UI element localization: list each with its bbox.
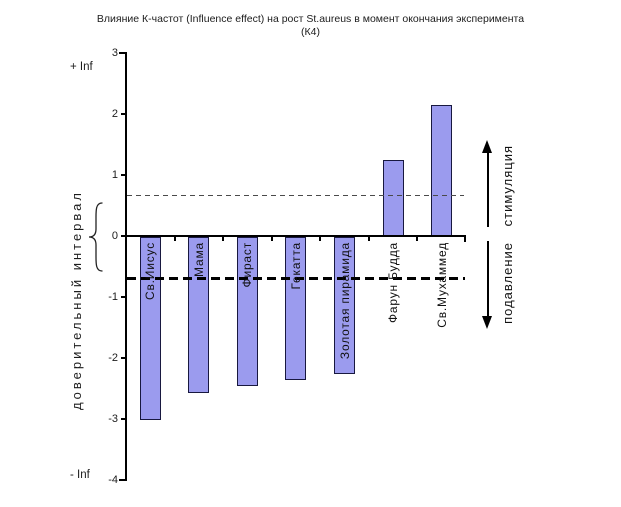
y-tick-label: -1 bbox=[108, 291, 118, 303]
y-tick-label: 3 bbox=[111, 47, 118, 59]
chart-subtitle: (К4) bbox=[301, 26, 320, 38]
bar-label: Св.Мухаммед bbox=[434, 242, 449, 328]
y-tick-label: -2 bbox=[108, 352, 118, 364]
suppression-arrow-down-icon bbox=[482, 316, 492, 329]
suppression-label: подавление bbox=[500, 242, 515, 324]
reference-line-upper bbox=[127, 194, 464, 196]
chart-title: Влияние К-частот (Influence effect) на р… bbox=[96, 13, 525, 25]
y-tick bbox=[119, 479, 126, 481]
y-tick bbox=[121, 418, 126, 420]
bar-label: Фираст bbox=[240, 242, 255, 288]
suppression-arrow-shaft bbox=[487, 241, 489, 317]
y-tick-label: -4 bbox=[108, 474, 118, 486]
bar-label: Золотая пирамида bbox=[337, 242, 352, 360]
reference-line-lower bbox=[127, 277, 465, 281]
bar-label: Мама bbox=[191, 242, 206, 277]
bar-1 bbox=[139, 237, 161, 420]
x-tick bbox=[367, 237, 370, 241]
stimulation-label: стимуляция bbox=[500, 145, 515, 227]
y-tick bbox=[121, 357, 126, 359]
y-tick bbox=[121, 235, 126, 237]
x-tick bbox=[319, 237, 322, 241]
bar-3 bbox=[236, 237, 258, 387]
bar-label: Гекатта bbox=[288, 242, 303, 290]
bar-5 bbox=[334, 237, 356, 375]
y-tick-label: -3 bbox=[108, 413, 118, 425]
bar-label: Фарун Будда bbox=[386, 242, 401, 323]
stimulation-arrow-shaft bbox=[487, 151, 489, 227]
x-axis-end-tick bbox=[464, 237, 466, 242]
y-tick bbox=[121, 296, 126, 298]
y-tick bbox=[121, 174, 126, 176]
bar-6 bbox=[382, 159, 404, 236]
y-tick bbox=[121, 113, 126, 115]
y-tick-label: 2 bbox=[111, 108, 118, 120]
x-axis-line bbox=[125, 235, 466, 237]
stimulation-arrow-up-icon bbox=[482, 140, 492, 153]
y-tick-label: 0 bbox=[111, 230, 118, 242]
x-tick bbox=[270, 237, 273, 241]
y-axis-line bbox=[125, 52, 127, 481]
bar-2 bbox=[188, 237, 210, 393]
y-axis-plus-inf-label: + Inf bbox=[70, 61, 93, 73]
x-tick bbox=[173, 237, 176, 241]
bar-label: Св.Иисус bbox=[143, 242, 158, 300]
y-tick-label: 1 bbox=[111, 169, 118, 181]
y-axis-minus-inf-label: - Inf bbox=[70, 469, 90, 481]
x-tick bbox=[222, 237, 225, 241]
confidence-interval-brace-icon bbox=[88, 202, 103, 272]
bar-4 bbox=[285, 237, 307, 381]
y-tick bbox=[119, 52, 126, 54]
bar-7 bbox=[431, 104, 453, 236]
y-axis-title: доверительный интервал bbox=[69, 190, 84, 410]
x-tick bbox=[416, 237, 419, 241]
